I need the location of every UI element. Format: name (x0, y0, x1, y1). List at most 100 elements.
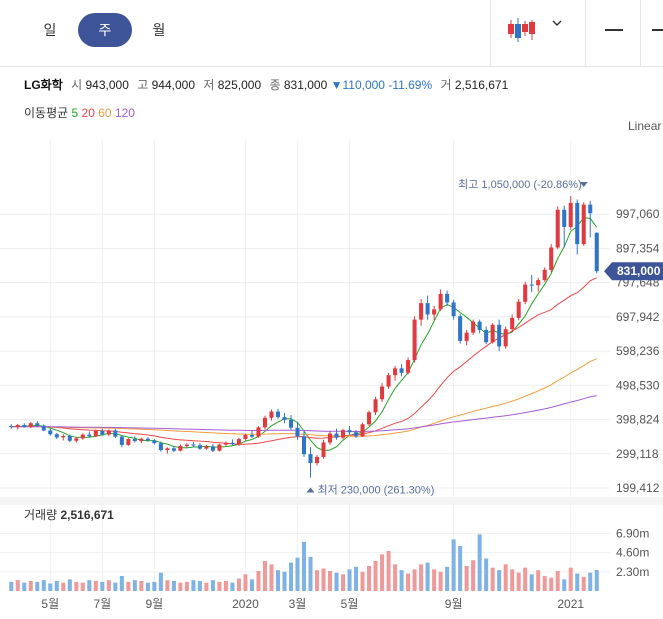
volume-bar (425, 562, 430, 591)
candle (373, 396, 378, 416)
candle-body (334, 433, 339, 438)
candle-body (451, 302, 456, 317)
volume-bar (74, 581, 79, 591)
volume-bar (275, 570, 280, 591)
candle-body (503, 329, 508, 347)
ma-20: 20 (81, 106, 95, 120)
candlestick-icon[interactable] (506, 16, 536, 44)
candle (347, 426, 352, 435)
candle (529, 274, 534, 293)
candle (197, 443, 202, 451)
volume-bar (119, 576, 124, 591)
volume-bar (28, 581, 33, 591)
volume-bar (562, 579, 567, 591)
candle-body (477, 321, 482, 330)
volume-bar (223, 581, 228, 591)
open-label: 시 (71, 78, 83, 92)
close-label: 종 (269, 78, 281, 92)
candle-body (210, 446, 215, 451)
tab-monthly[interactable]: 월 (152, 22, 166, 38)
ma-120: 120 (114, 106, 135, 120)
candle-body (204, 446, 209, 449)
volume-bar (328, 571, 333, 591)
candle-body (106, 430, 111, 435)
candle (204, 444, 209, 450)
candle (367, 410, 372, 427)
volume-bar (373, 561, 378, 591)
candle-body (184, 444, 189, 446)
candle (425, 295, 430, 320)
x-tick-label: 3월 (289, 597, 307, 611)
volume-bar (432, 569, 437, 591)
tab-daily[interactable]: 일 (43, 22, 57, 38)
candle-body (178, 445, 183, 451)
panel-divider (0, 497, 663, 505)
candle-body (119, 436, 124, 445)
volume-bar (438, 571, 443, 591)
scale-label[interactable]: Linear (628, 119, 662, 133)
x-tick-label: 5월 (41, 597, 59, 611)
volume-bar (139, 581, 144, 591)
candle-body (80, 434, 85, 439)
volume-bar (184, 581, 189, 591)
volume-bar (262, 561, 267, 591)
candle (22, 423, 27, 428)
candle-body (594, 232, 599, 272)
chevron-down-icon[interactable] (552, 16, 562, 30)
candle (510, 314, 515, 332)
low-annotation: 최저 230,000 (261.30%) (318, 484, 435, 497)
candle (126, 438, 131, 446)
volume-bar (334, 572, 339, 591)
candle (594, 232, 599, 274)
candle-body (458, 316, 463, 341)
candle-body (301, 436, 307, 455)
candle (445, 290, 450, 306)
quote-summary: LG화학 시 943,000 고 944,000 저 825,000 종 831… (24, 76, 508, 93)
ma-60: 60 (98, 106, 112, 120)
x-tick-label: 2020 (232, 597, 259, 611)
volume-bar (178, 582, 183, 591)
volume-tick-label: 6.90m (616, 527, 649, 541)
volume-bar (536, 570, 541, 591)
candle (308, 447, 313, 478)
volume-bar (594, 570, 599, 591)
candle-body (275, 411, 280, 418)
candle (581, 202, 586, 246)
candle (458, 314, 463, 344)
candle (321, 439, 326, 459)
volume-bar (80, 582, 85, 591)
candle (41, 424, 46, 432)
y-tick-label: 398,824 (616, 413, 660, 427)
candle-body (490, 324, 495, 343)
candle (132, 436, 137, 443)
candle-body (61, 435, 66, 438)
candle (471, 319, 476, 336)
tab-weekly[interactable]: 주 (78, 13, 132, 47)
volume-bar (516, 572, 521, 591)
candle (451, 299, 456, 320)
candle-body (269, 411, 274, 418)
volume-bar (419, 564, 424, 591)
volume-bar (347, 569, 352, 591)
candle (269, 409, 274, 421)
candle-body (393, 368, 398, 376)
volume-bar (145, 582, 150, 591)
volume-bar (321, 568, 326, 591)
volume-panel-value: 2,516,671 (60, 508, 114, 522)
minus-icon[interactable] (652, 29, 663, 31)
y-tick-label: 598,236 (616, 344, 660, 358)
volume-bar (341, 574, 346, 591)
candle (484, 326, 489, 345)
candle-body (223, 442, 228, 445)
candle-body (9, 426, 14, 428)
change-value: 110,000 (342, 78, 385, 92)
volume-bar (588, 572, 593, 591)
minus-icon[interactable] (605, 29, 623, 31)
candle (386, 372, 391, 389)
y-tick-label: 997,060 (616, 207, 660, 221)
candle-body (15, 424, 20, 427)
candle-body (347, 430, 352, 433)
volume-bar (575, 573, 580, 591)
volume-bar (529, 574, 534, 591)
